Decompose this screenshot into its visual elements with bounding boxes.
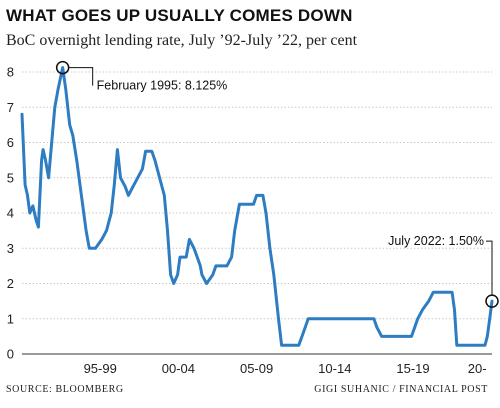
peak-leader-line <box>68 67 94 86</box>
latest-annotation-label: July 2022: 1.50% <box>388 234 484 248</box>
y-tick-label: 6 <box>7 135 14 150</box>
chart-subtitle: BoC overnight lending rate, July ’92-Jul… <box>6 32 358 49</box>
x-axis-ticks: 95-99 00-04 05-09 10-14 15-19 20- <box>84 361 487 376</box>
credit-note: GIGI SUHANIC / FINANCIAL POST <box>314 384 488 395</box>
x-tick-label: 95-99 <box>84 361 117 376</box>
x-tick-label: 00-04 <box>162 361 195 376</box>
y-tick-label: 7 <box>7 100 14 115</box>
y-tick-label: 1 <box>7 311 14 326</box>
y-tick-label: 3 <box>7 241 14 256</box>
latest-leader-line <box>486 240 493 296</box>
gridlines <box>22 71 492 355</box>
series-line <box>20 66 494 347</box>
x-tick-label: 05-09 <box>240 361 273 376</box>
peak-annotation-label: February 1995: 8.125% <box>97 79 228 93</box>
source-note: SOURCE: BLOOMBERG <box>6 384 124 395</box>
y-tick-label: 8 <box>7 65 14 80</box>
y-tick-label: 2 <box>7 276 14 291</box>
x-tick-label: 20- <box>468 361 487 376</box>
y-axis-ticks: 0 1 2 3 4 5 6 7 8 <box>7 65 14 362</box>
y-tick-label: 5 <box>7 170 14 185</box>
x-tick-label: 15-19 <box>396 361 429 376</box>
y-tick-label: 4 <box>7 206 14 221</box>
x-tick-label: 10-14 <box>318 361 351 376</box>
series-lines <box>20 66 494 347</box>
annotations: February 1995: 8.125% July 2022: 1.50% <box>55 60 499 308</box>
chart-title: WHAT GOES UP USUALLY COMES DOWN <box>6 6 353 25</box>
y-tick-label: 0 <box>7 347 14 362</box>
